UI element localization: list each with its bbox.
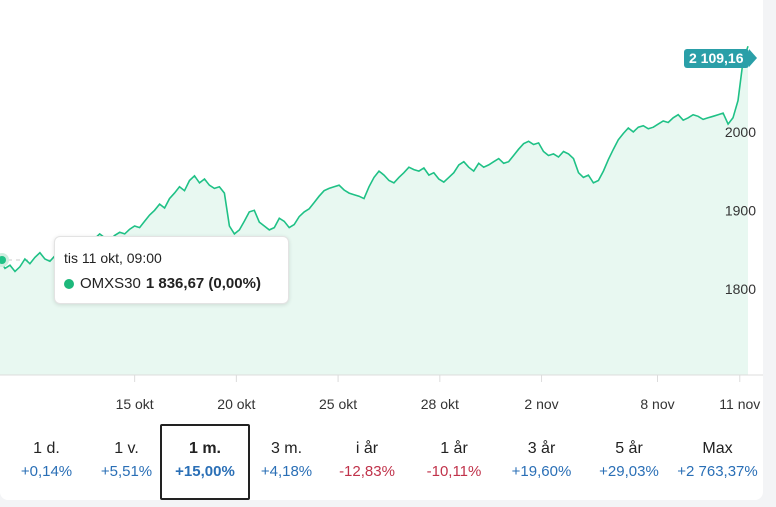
period-tab-change: -12,83%	[339, 463, 395, 480]
period-tab-change: +2 763,37%	[677, 463, 758, 480]
period-tab[interactable]: i år -12,83%	[323, 424, 411, 500]
y-tick-label: 2000	[725, 124, 756, 140]
x-tick-label: 11 nov	[719, 396, 760, 412]
period-tab-label: 1 år	[440, 440, 468, 457]
period-tab-change: +15,00%	[175, 463, 235, 480]
period-tab-label: 1 m.	[188, 440, 221, 457]
period-tab-label: 1 d.	[33, 440, 60, 457]
period-tab[interactable]: 5 år +29,03%	[586, 424, 672, 500]
period-tab-label: 5 år	[615, 440, 643, 457]
period-tab-change: +19,60%	[511, 463, 572, 480]
period-tab[interactable]: 1 år -10,11%	[411, 424, 497, 500]
tooltip-series-name: OMXS30	[80, 275, 141, 292]
period-tabs: 1 d. +0,14% 1 v. +5,51% 1 m. +15,00% 3 m. +4,18…	[0, 424, 763, 500]
tooltip-date: tis 11 okt, 09:00	[64, 250, 162, 266]
tooltip-value: 1 836,67 (0,00%)	[145, 275, 261, 292]
last-value-badge: 2 109,16	[684, 49, 756, 68]
series-area	[0, 46, 748, 376]
period-tab-change: +29,03%	[599, 463, 659, 480]
x-tick-label: 2 nov	[524, 396, 558, 412]
period-tab[interactable]: 1 d. +0,14%	[0, 424, 93, 500]
period-tab-change: +0,14%	[20, 463, 73, 480]
price-chart[interactable]: 15 okt 20 okt 25 okt 28 okt 2 nov 8 nov 11 nov…	[0, 0, 763, 424]
x-tick-label: 15 okt	[116, 396, 154, 412]
x-tick-label: 8 nov	[640, 396, 674, 412]
period-tab[interactable]: Max +2 763,37%	[672, 424, 763, 500]
period-tab-label: Max	[702, 440, 733, 457]
chart-tooltip: tis 11 okt, 09:00 OMXS30 1 836,67 (0,00%…	[54, 236, 289, 304]
y-tick-label: 1800	[725, 281, 756, 297]
period-tab[interactable]: 3 år +19,60%	[497, 424, 586, 500]
period-tab[interactable]: 1 v. +5,51%	[93, 424, 160, 500]
hover-marker	[0, 255, 6, 264]
x-tick-label: 28 okt	[421, 396, 459, 412]
series-line	[0, 46, 749, 273]
period-tab-label: 3 m.	[270, 440, 303, 457]
period-tab-label: 3 år	[527, 440, 556, 457]
chart-card: 15 okt 20 okt 25 okt 28 okt 2 nov 8 nov 11 nov…	[0, 0, 763, 500]
period-tab-label: i år	[355, 440, 379, 457]
x-tick-label: 25 okt	[319, 396, 357, 412]
period-tab-change: -10,11%	[426, 463, 482, 480]
period-tab[interactable]: 1 m. +15,00%	[160, 424, 250, 500]
period-tab[interactable]: 3 m. +4,18%	[250, 424, 323, 500]
period-tab-label: 1 v.	[114, 440, 139, 457]
series-dot-icon	[64, 278, 74, 289]
y-tick-label: 1900	[725, 202, 756, 218]
tooltip-row: OMXS30 1 836,67 (0,00%)	[64, 275, 288, 292]
period-tab-change: +5,51%	[100, 463, 153, 480]
period-tab-change: +4,18%	[260, 463, 313, 480]
x-tick-label: 20 okt	[217, 396, 255, 412]
